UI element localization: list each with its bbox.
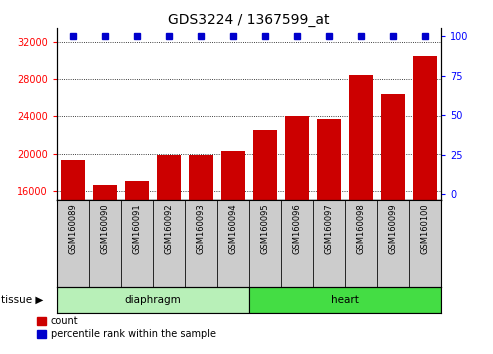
Bar <box>249 200 281 287</box>
Bar <box>121 200 153 287</box>
Bar <box>377 200 409 287</box>
Bar <box>157 155 181 339</box>
Bar <box>285 116 309 339</box>
Bar <box>317 119 341 339</box>
Bar <box>409 200 441 287</box>
Bar <box>313 200 345 287</box>
Text: GSM160099: GSM160099 <box>388 204 398 254</box>
Bar <box>281 200 313 287</box>
Bar <box>221 151 245 339</box>
Bar <box>93 185 117 339</box>
Text: GSM160089: GSM160089 <box>68 204 77 254</box>
Bar <box>61 160 85 339</box>
Bar <box>125 182 149 339</box>
Bar <box>57 287 249 313</box>
Bar <box>381 94 405 339</box>
Bar <box>57 200 89 287</box>
Bar <box>89 200 121 287</box>
Text: GSM160100: GSM160100 <box>421 204 430 254</box>
Bar <box>249 287 441 313</box>
Text: GSM160097: GSM160097 <box>324 204 334 254</box>
Text: GSM160094: GSM160094 <box>228 204 238 254</box>
Legend: count, percentile rank within the sample: count, percentile rank within the sample <box>37 316 215 339</box>
Title: GDS3224 / 1367599_at: GDS3224 / 1367599_at <box>168 13 330 27</box>
Text: heart: heart <box>331 295 359 305</box>
Text: tissue ▶: tissue ▶ <box>1 295 43 305</box>
Text: GSM160096: GSM160096 <box>292 204 302 254</box>
Bar <box>217 200 249 287</box>
Text: diaphragm: diaphragm <box>124 295 181 305</box>
Text: GSM160098: GSM160098 <box>356 204 366 254</box>
Text: GSM160090: GSM160090 <box>100 204 109 254</box>
Bar <box>413 56 437 339</box>
Bar <box>253 130 277 339</box>
Bar <box>345 200 377 287</box>
Bar <box>185 200 217 287</box>
Text: GSM160095: GSM160095 <box>260 204 270 254</box>
Text: GSM160093: GSM160093 <box>196 204 206 254</box>
Bar <box>153 200 185 287</box>
Bar <box>349 75 373 339</box>
Bar <box>189 155 213 339</box>
Text: GSM160091: GSM160091 <box>132 204 141 254</box>
Text: GSM160092: GSM160092 <box>164 204 174 254</box>
